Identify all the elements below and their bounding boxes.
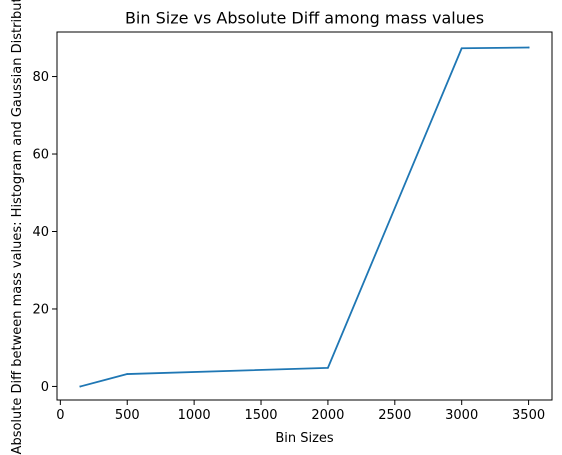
x-tick-label: 500	[115, 408, 140, 423]
y-tick-label: 40	[32, 225, 49, 240]
y-tick-label: 20	[32, 302, 49, 317]
x-tick-label: 1000	[178, 408, 211, 423]
chart-title: Bin Size vs Absolute Diff among mass val…	[125, 9, 484, 28]
y-tick-label: 80	[32, 70, 49, 85]
plot-area	[56, 31, 553, 401]
x-tick-label: 2000	[311, 408, 344, 423]
data-point	[527, 46, 530, 49]
x-tick-label: 3500	[512, 408, 545, 423]
x-tick-label: 3000	[445, 408, 478, 423]
data-point	[126, 373, 129, 375]
data-point	[460, 47, 463, 50]
plot-frame	[56, 31, 553, 401]
y-tick-label: 0	[41, 380, 49, 395]
y-tick-label: 60	[32, 148, 49, 163]
series-layer	[79, 46, 530, 388]
x-tick-label: 1500	[244, 408, 277, 423]
y-axis-label: Absolute Diff between mass values: Histo…	[10, 0, 25, 454]
data-point	[79, 385, 82, 388]
y-axis: 0 20 40 60 80	[32, 70, 57, 395]
x-tick-label: 2500	[378, 408, 411, 423]
x-axis: 0 500 1000 1500 2000 2500 3000 3500	[56, 400, 545, 423]
x-tick-label: 0	[56, 408, 64, 423]
data-point	[327, 366, 329, 369]
x-axis-label: Bin Sizes	[275, 431, 334, 446]
